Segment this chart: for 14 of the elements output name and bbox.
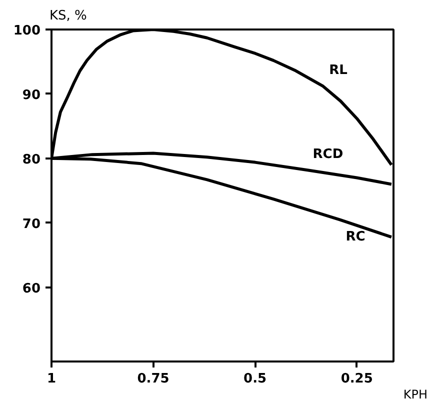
- y-axis-title: KS, %: [50, 8, 87, 24]
- x-tick-label: 0.5: [244, 372, 267, 386]
- y-tick-label: 100: [13, 24, 41, 38]
- x-axis-title: KPH: [403, 388, 428, 401]
- series-label: RCD: [312, 147, 344, 162]
- series-label: RC: [346, 230, 366, 245]
- y-tick-label: 90: [22, 88, 41, 103]
- y-tick-label: 60: [22, 281, 41, 296]
- y-tick-label: 70: [22, 216, 41, 232]
- x-tick-label: 0.25: [340, 372, 373, 386]
- x-tick-label: 0.75: [137, 372, 170, 386]
- x-tick-label: 1: [46, 372, 56, 386]
- series-label: RL: [329, 63, 348, 78]
- y-tick-label: 80: [22, 152, 41, 168]
